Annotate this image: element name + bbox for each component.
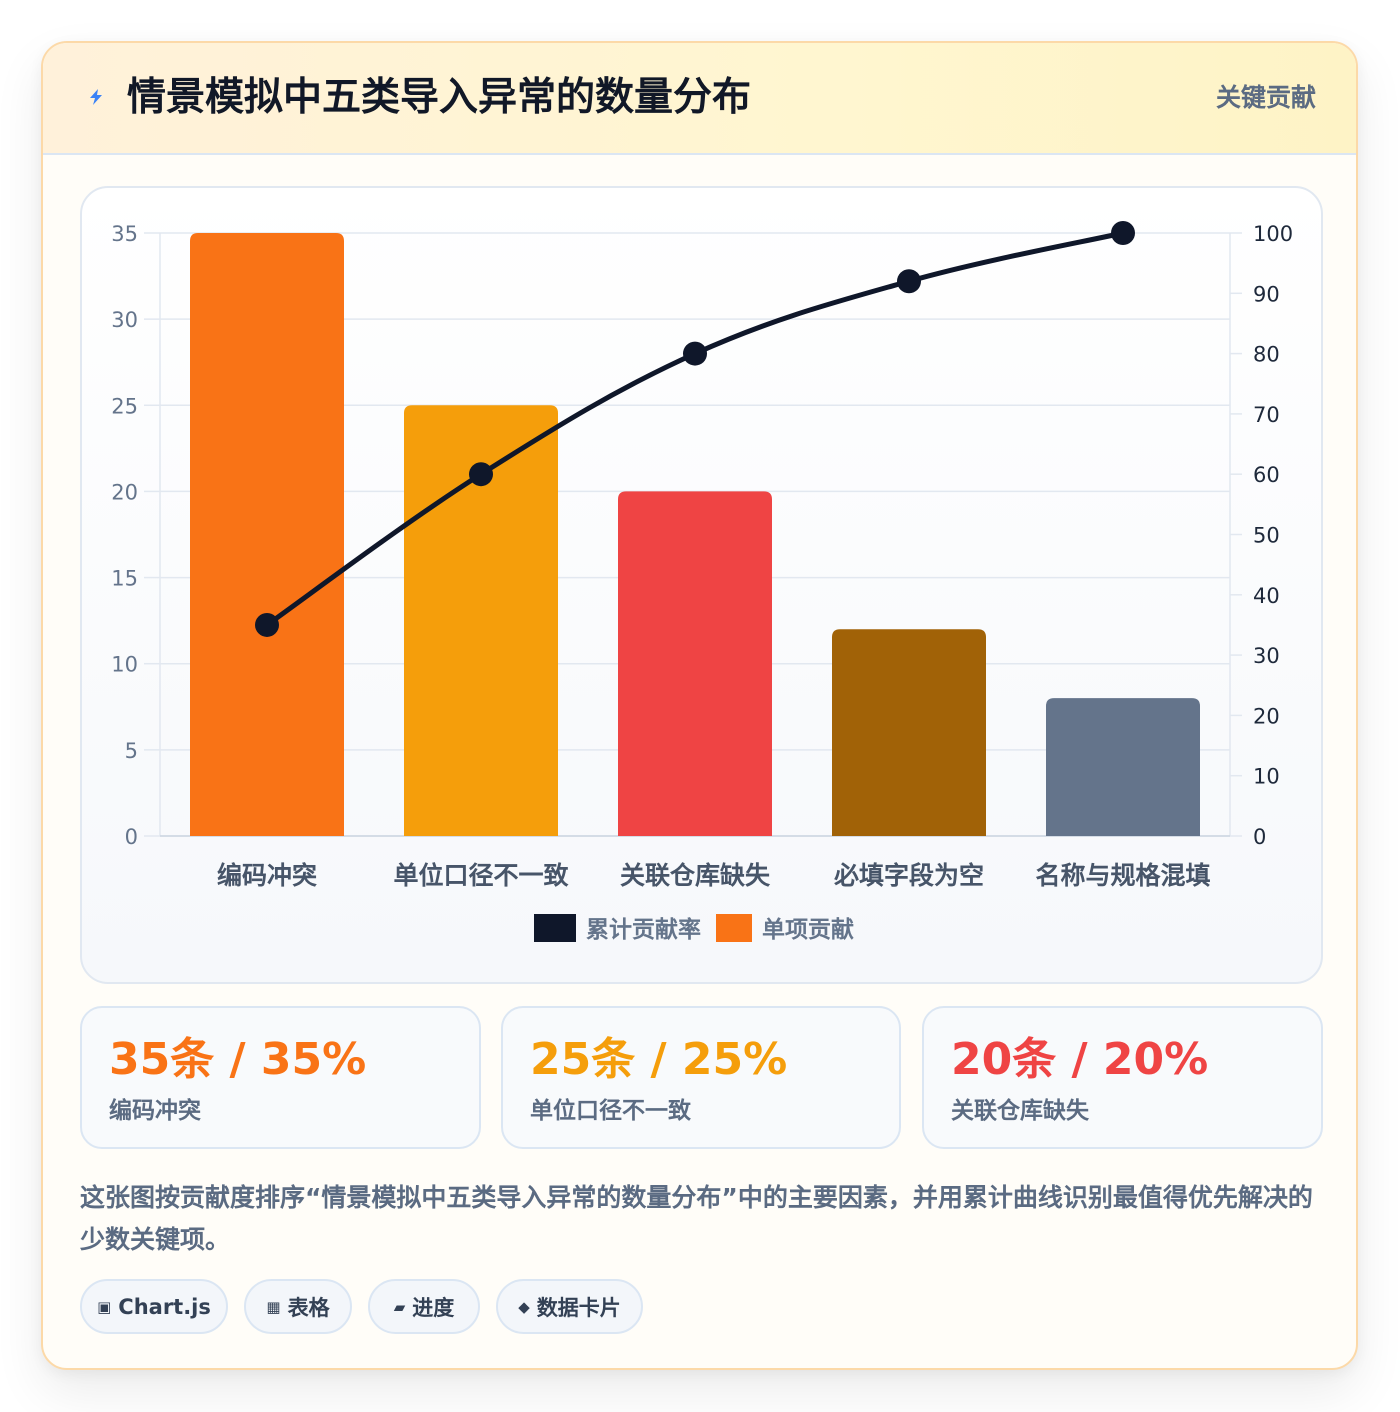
- stat-card-1: 35条 / 35% 编码冲突: [80, 1006, 481, 1149]
- y-left-tick-label: 30: [111, 308, 138, 332]
- legend-swatch: [534, 914, 576, 942]
- bar: [832, 629, 986, 836]
- tag-data-card[interactable]: ◆ 数据卡片: [496, 1279, 643, 1334]
- y-left-tick-label: 35: [111, 222, 138, 246]
- page-title: 情景模拟中五类导入异常的数量分布: [127, 75, 752, 120]
- tag-label: 进度: [412, 1295, 455, 1320]
- x-tick-label: 关联仓库缺失: [620, 861, 771, 890]
- tag-label: 数据卡片: [536, 1295, 621, 1320]
- pareto-chart: 0 5 10 15 20 25 30 35 0 10 20 30 40 50 60 70 80 90 100 编码冲突…: [111, 221, 1293, 943]
- x-tick-label: 编码冲突: [217, 861, 317, 890]
- cumulative-point: [1111, 221, 1135, 245]
- lightning-icon: [90, 89, 102, 105]
- stat-value: 35条 / 35%: [109, 1034, 367, 1085]
- legend-label: 累计贡献率: [586, 916, 701, 943]
- stat-label: 关联仓库缺失: [951, 1098, 1089, 1124]
- bar: [1046, 698, 1200, 836]
- y-right-tick-label: 100: [1253, 222, 1293, 246]
- stat-label: 单位口径不一致: [530, 1098, 691, 1124]
- bar: [190, 233, 344, 836]
- cumulative-point: [683, 341, 707, 366]
- tag-label: Chart.js: [118, 1294, 211, 1319]
- y-left-tick-label: 20: [111, 480, 138, 504]
- chart-description: 这张图按贡献度排序“情景模拟中五类导入异常的数量分布”中的主要因素，并用累计曲线…: [80, 1183, 1313, 1254]
- y-right-tick-label: 10: [1253, 765, 1280, 789]
- y-right-tick-label: 80: [1253, 343, 1280, 367]
- y-left-tick-label: 0: [125, 825, 138, 849]
- y-right-tick-label: 60: [1253, 463, 1280, 487]
- y-left-tick-label: 25: [111, 394, 138, 418]
- y-right-tick-label: 90: [1253, 282, 1280, 306]
- legend-swatch: [716, 914, 752, 942]
- chart-panel: 0 5 10 15 20 25 30 35 0 10 20 30 40 50 60 70 80 90 100 编码冲突…: [80, 186, 1323, 984]
- chart-card: 情景模拟中五类导入异常的数量分布 关键贡献 0 5 10 15 20 25 30 35 0 10 2…: [41, 41, 1358, 1370]
- bar: [618, 491, 772, 836]
- y-left-tick-label: 5: [125, 739, 138, 763]
- tag-chartjs[interactable]: ▣ Chart.js: [80, 1279, 228, 1334]
- y-right-tick-label: 50: [1253, 524, 1280, 548]
- progress-icon: ▰: [393, 1297, 406, 1316]
- diamond-icon: ◆: [518, 1297, 530, 1316]
- y-left-tick-label: 10: [111, 653, 138, 677]
- tag-table[interactable]: ▦ 表格: [244, 1279, 352, 1334]
- stat-card-3: 20条 / 20% 关联仓库缺失: [922, 1006, 1323, 1149]
- tag-progress[interactable]: ▰ 进度: [368, 1279, 480, 1334]
- cumulative-point: [469, 462, 493, 487]
- y-right-tick-label: 40: [1253, 584, 1280, 608]
- tag-label: 表格: [287, 1295, 330, 1320]
- legend-label: 单项贡献: [762, 917, 854, 943]
- y-right-tick-label: 70: [1253, 403, 1280, 427]
- table-icon: ▦: [266, 1297, 281, 1316]
- y-right-tick-label: 30: [1253, 644, 1280, 668]
- bar: [404, 405, 558, 836]
- key-contribution-badge: 关键贡献: [1215, 83, 1316, 112]
- y-right-tick-label: 0: [1253, 825, 1266, 849]
- stat-value: 25条 / 25%: [530, 1034, 788, 1085]
- x-tick-label: 单位口径不一致: [393, 861, 569, 890]
- y-right-tick-label: 20: [1253, 704, 1280, 728]
- x-tick-label: 必填字段为空: [834, 861, 984, 890]
- cumulative-point: [255, 612, 279, 637]
- x-tick-label: 名称与规格混填: [1035, 861, 1210, 890]
- legend: 累计贡献率 单项贡献: [534, 914, 854, 943]
- stat-card-2: 25条 / 25% 单位口径不一致: [501, 1006, 901, 1149]
- stat-label: 编码冲突: [109, 1098, 201, 1124]
- cumulative-point: [897, 269, 921, 294]
- stat-value: 20条 / 20%: [951, 1034, 1209, 1085]
- chart-icon: ▣: [97, 1297, 112, 1316]
- card-header: 情景模拟中五类导入异常的数量分布 关键贡献: [43, 43, 1356, 155]
- y-left-tick-label: 15: [111, 567, 138, 591]
